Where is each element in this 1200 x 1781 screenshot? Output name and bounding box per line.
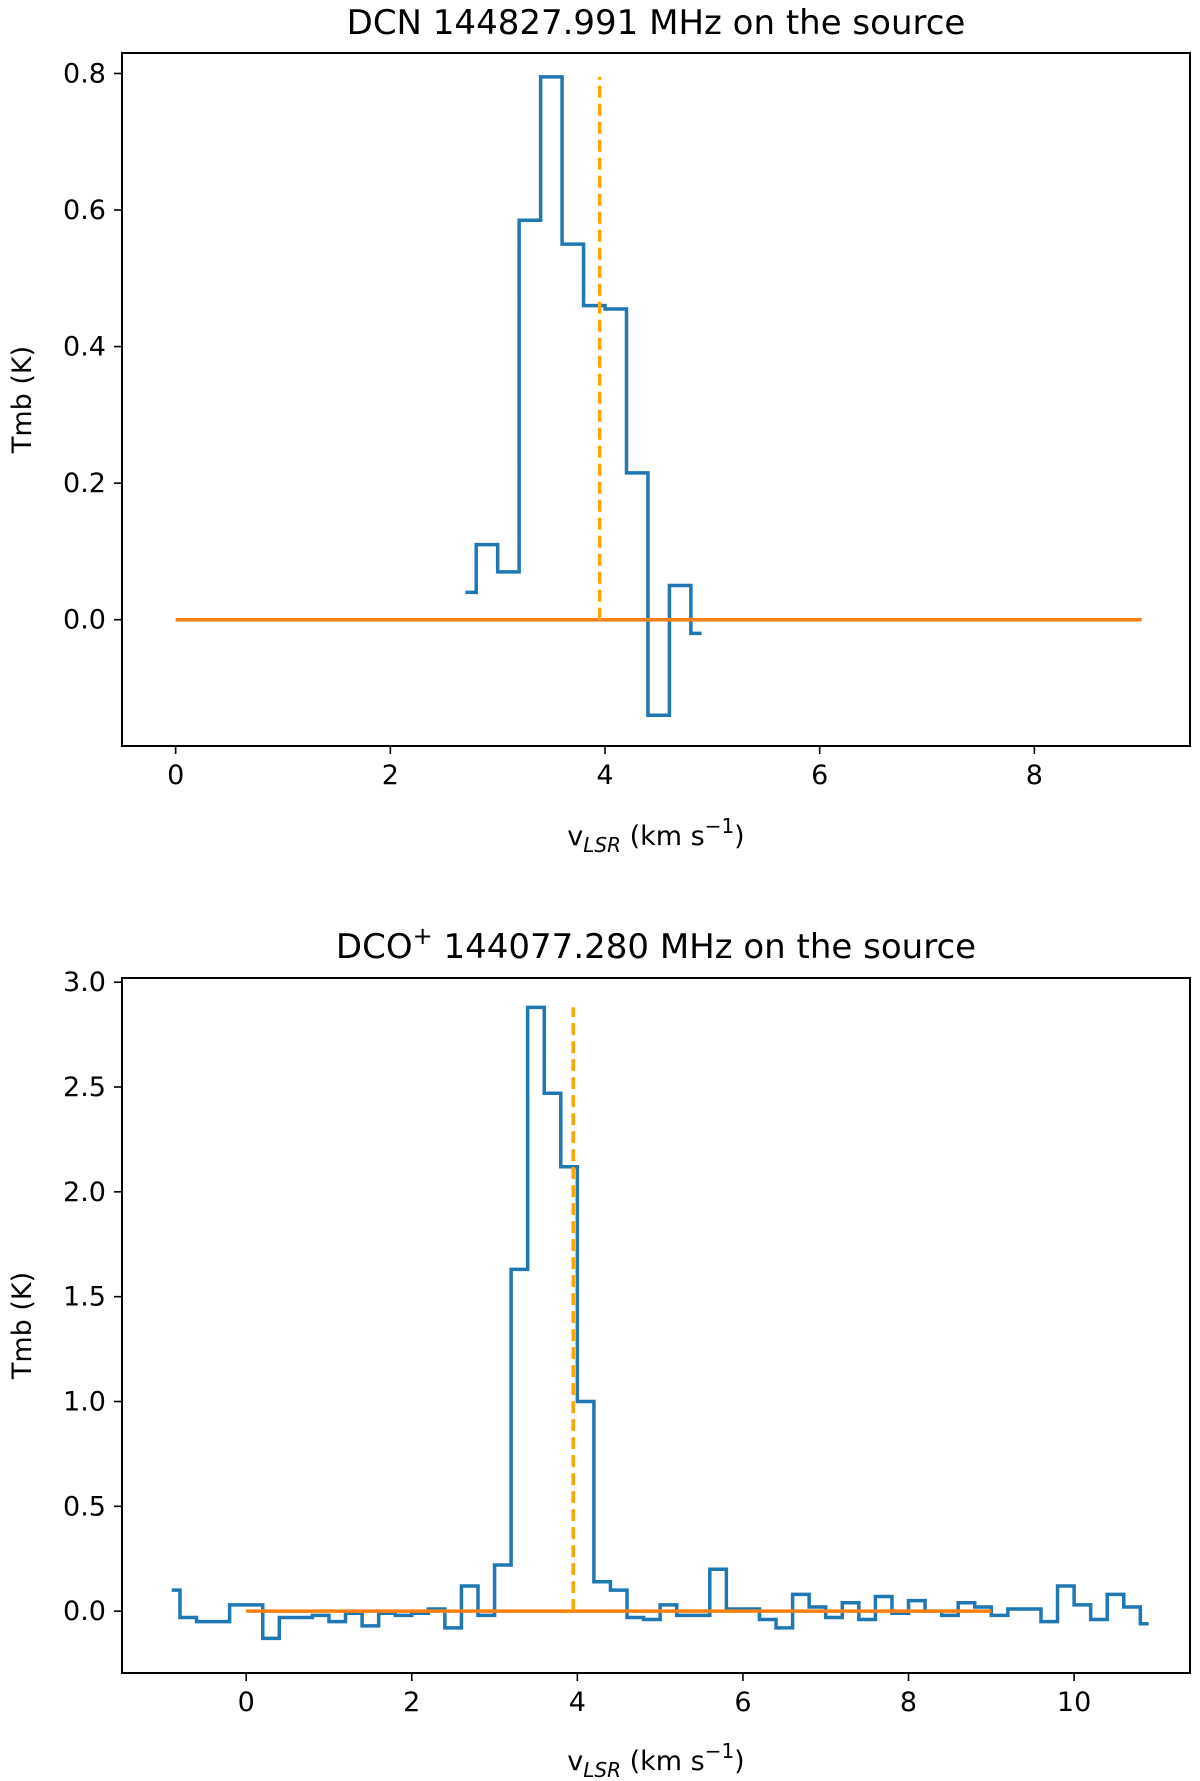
x-axis-label-close: ) (734, 821, 745, 852)
chart-dco-plus: DCO+ 144077.280 MHz on the source 0 2 4 6 8 10… (7, 922, 1191, 1781)
x-axis-label-close: ) (734, 1746, 745, 1777)
x-axis-label-subscript: LSR (583, 833, 621, 857)
y-axis-label: Tmb (K) (7, 346, 38, 454)
x-tick-label: 6 (811, 760, 828, 791)
plot-area (175, 75, 1142, 718)
spectrum-step-line (465, 75, 702, 718)
axes-frame (121, 977, 1191, 1674)
y-tick-label: 0.4 (63, 332, 106, 363)
x-axis-label: vLSR (km s−1) (567, 1739, 744, 1781)
x-tick-label: 0 (167, 760, 184, 791)
x-axis-label-superscript: −1 (705, 814, 734, 838)
x-tick-label: 6 (734, 1687, 751, 1718)
x-axis-label-unit: (km s (621, 1746, 705, 1777)
chart-title-rest: 144077.280 MHz on the source (433, 927, 976, 967)
x-axis-label-superscript: −1 (705, 1739, 734, 1763)
y-tick-label: 0.5 (63, 1491, 106, 1522)
y-tick-label: 3.0 (63, 967, 106, 998)
plot-area (171, 1005, 1149, 1641)
x-tick-label: 0 (238, 1687, 255, 1718)
y-tick-label: 1.0 (63, 1386, 106, 1417)
chart-title: DCN 144827.991 MHz on the source (347, 3, 966, 43)
x-tick-label: 8 (1026, 760, 1043, 791)
y-axis-label: Tmb (K) (7, 1272, 38, 1380)
y-tick-label: 2.0 (63, 1177, 106, 1208)
y-tick-label: 0.2 (63, 468, 106, 499)
y-tick-label: 1.5 (63, 1282, 106, 1313)
chart-title-text: DCO (336, 927, 413, 967)
y-tick-label: 0.6 (63, 195, 106, 226)
y-tick-label: 2.5 (63, 1072, 106, 1103)
x-axis-label-main: v (567, 821, 583, 852)
spectrum-step-line (171, 1005, 1149, 1641)
y-tick-label: 0.0 (63, 605, 106, 636)
x-tick-label: 10 (1057, 1687, 1091, 1718)
x-tick-label: 4 (596, 760, 613, 791)
y-tick-label: 0.0 (63, 1596, 106, 1627)
x-axis-label: vLSR (km s−1) (567, 814, 744, 857)
x-tick-label: 8 (900, 1687, 917, 1718)
x-tick-label: 2 (382, 760, 399, 791)
chart-title: DCO+ 144077.280 MHz on the source (336, 922, 976, 967)
x-tick-label: 2 (403, 1687, 420, 1718)
chart-dcn: DCN 144827.991 MHz on the source 0 2 4 6 8 0.0… (7, 3, 1191, 857)
x-axis-label-unit: (km s (621, 821, 705, 852)
x-axis-label-subscript: LSR (583, 1758, 621, 1781)
axes-frame (121, 52, 1191, 747)
chart-title-superscript: + (413, 922, 433, 950)
x-tick-label: 4 (569, 1687, 586, 1718)
x-axis-label-main: v (567, 1746, 583, 1777)
y-tick-label: 0.8 (63, 58, 106, 89)
chart-title-text: DCN 144827.991 MHz on the source (347, 3, 966, 43)
